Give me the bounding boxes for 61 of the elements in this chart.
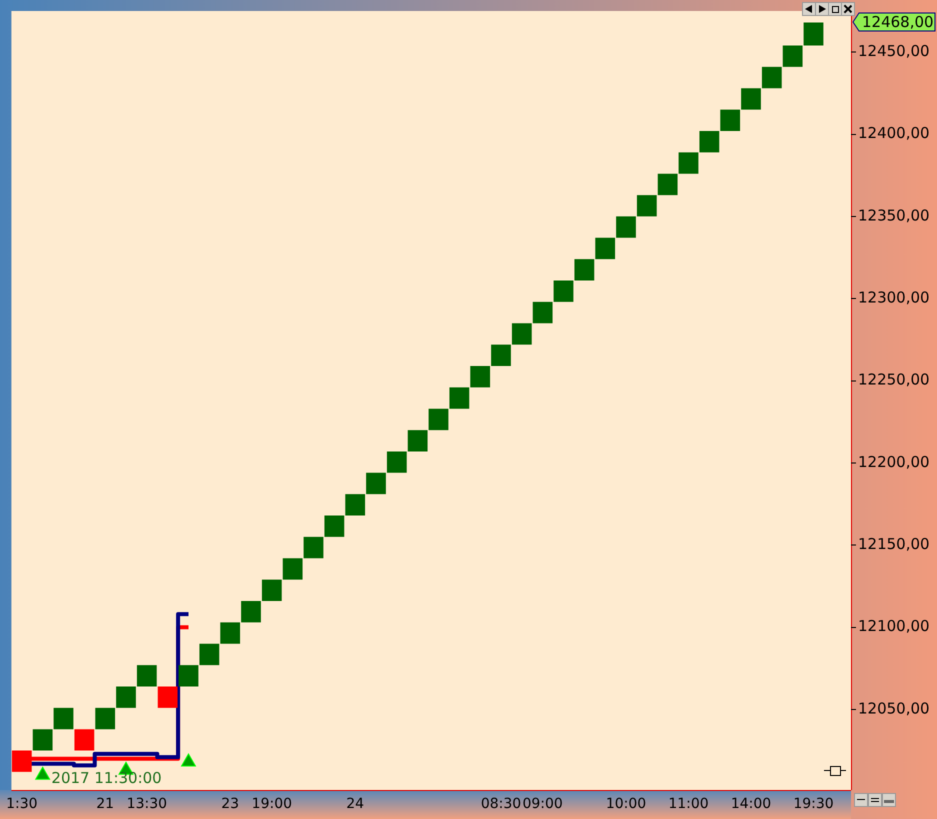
y-tick-label: 12100,00 [858, 617, 930, 636]
x-tick-label: 13:30 [126, 796, 168, 812]
candlestick [512, 323, 532, 345]
x-tick-label: 11:00 [668, 796, 709, 812]
candlestick [616, 216, 636, 238]
candlestick [408, 430, 428, 452]
candlestick [262, 580, 282, 601]
candlestick [532, 302, 553, 324]
candlestick [595, 238, 616, 260]
candlestick [366, 472, 386, 494]
candlestick [220, 622, 240, 644]
candlestick [699, 130, 720, 152]
candlestick [54, 708, 74, 730]
candlestick [804, 22, 824, 46]
candlestick [116, 686, 136, 708]
candlestick [199, 644, 220, 666]
candlestick [720, 110, 740, 131]
candlestick [762, 66, 782, 88]
x-tick-label: 24 [346, 796, 364, 812]
candlestick [470, 366, 490, 388]
x-tick-label: 19:30 [793, 796, 834, 812]
candlestick [304, 536, 324, 558]
x-tick-label: 1:30 [6, 796, 38, 812]
x-tick-label: 19:00 [252, 796, 292, 812]
y-tick-label: 12300,00 [858, 288, 930, 306]
candlestick [95, 708, 116, 730]
y-tick-label: 12400,00 [858, 124, 930, 142]
candlestick [241, 601, 261, 622]
candlestick [345, 494, 366, 516]
x-tick-label: 23 [221, 796, 240, 812]
y-tick-label: 12200,00 [858, 452, 930, 471]
candlestick [428, 408, 448, 430]
candlestick [449, 387, 470, 409]
candlestick [782, 46, 803, 67]
candlestick [136, 665, 157, 686]
x-tick-label: 10:00 [606, 796, 646, 812]
candlestick [554, 280, 574, 302]
candlestick [324, 516, 344, 537]
candlestick [74, 729, 94, 751]
x-tick-label: 09:00 [522, 796, 563, 812]
annotation: 2017 11:30:00 [51, 768, 162, 787]
candlestick [158, 686, 178, 708]
y-tick-label: 12450,00 [858, 42, 930, 60]
candlestick [658, 174, 678, 196]
candlestick [678, 152, 698, 174]
x-tick-label: 08:30 [480, 796, 522, 812]
candlestick [178, 665, 198, 686]
x-tick-label: 21 [96, 796, 114, 812]
y-tick-label: 12250,00 [858, 370, 930, 389]
candlestick [636, 195, 657, 216]
candlestick [386, 451, 407, 473]
text: 12468,00 [862, 12, 934, 31]
y-tick-label: 12350,00 [858, 206, 930, 224]
y-tick-label: 12050,00 [858, 699, 930, 718]
candlestick [741, 88, 761, 110]
candlestick [282, 558, 303, 580]
candlestick [491, 344, 511, 366]
x-tick-label: 14:00 [730, 796, 772, 812]
candlestick [32, 729, 53, 751]
y-tick-label: 12150,00 [858, 535, 930, 554]
candlestick [574, 259, 594, 281]
